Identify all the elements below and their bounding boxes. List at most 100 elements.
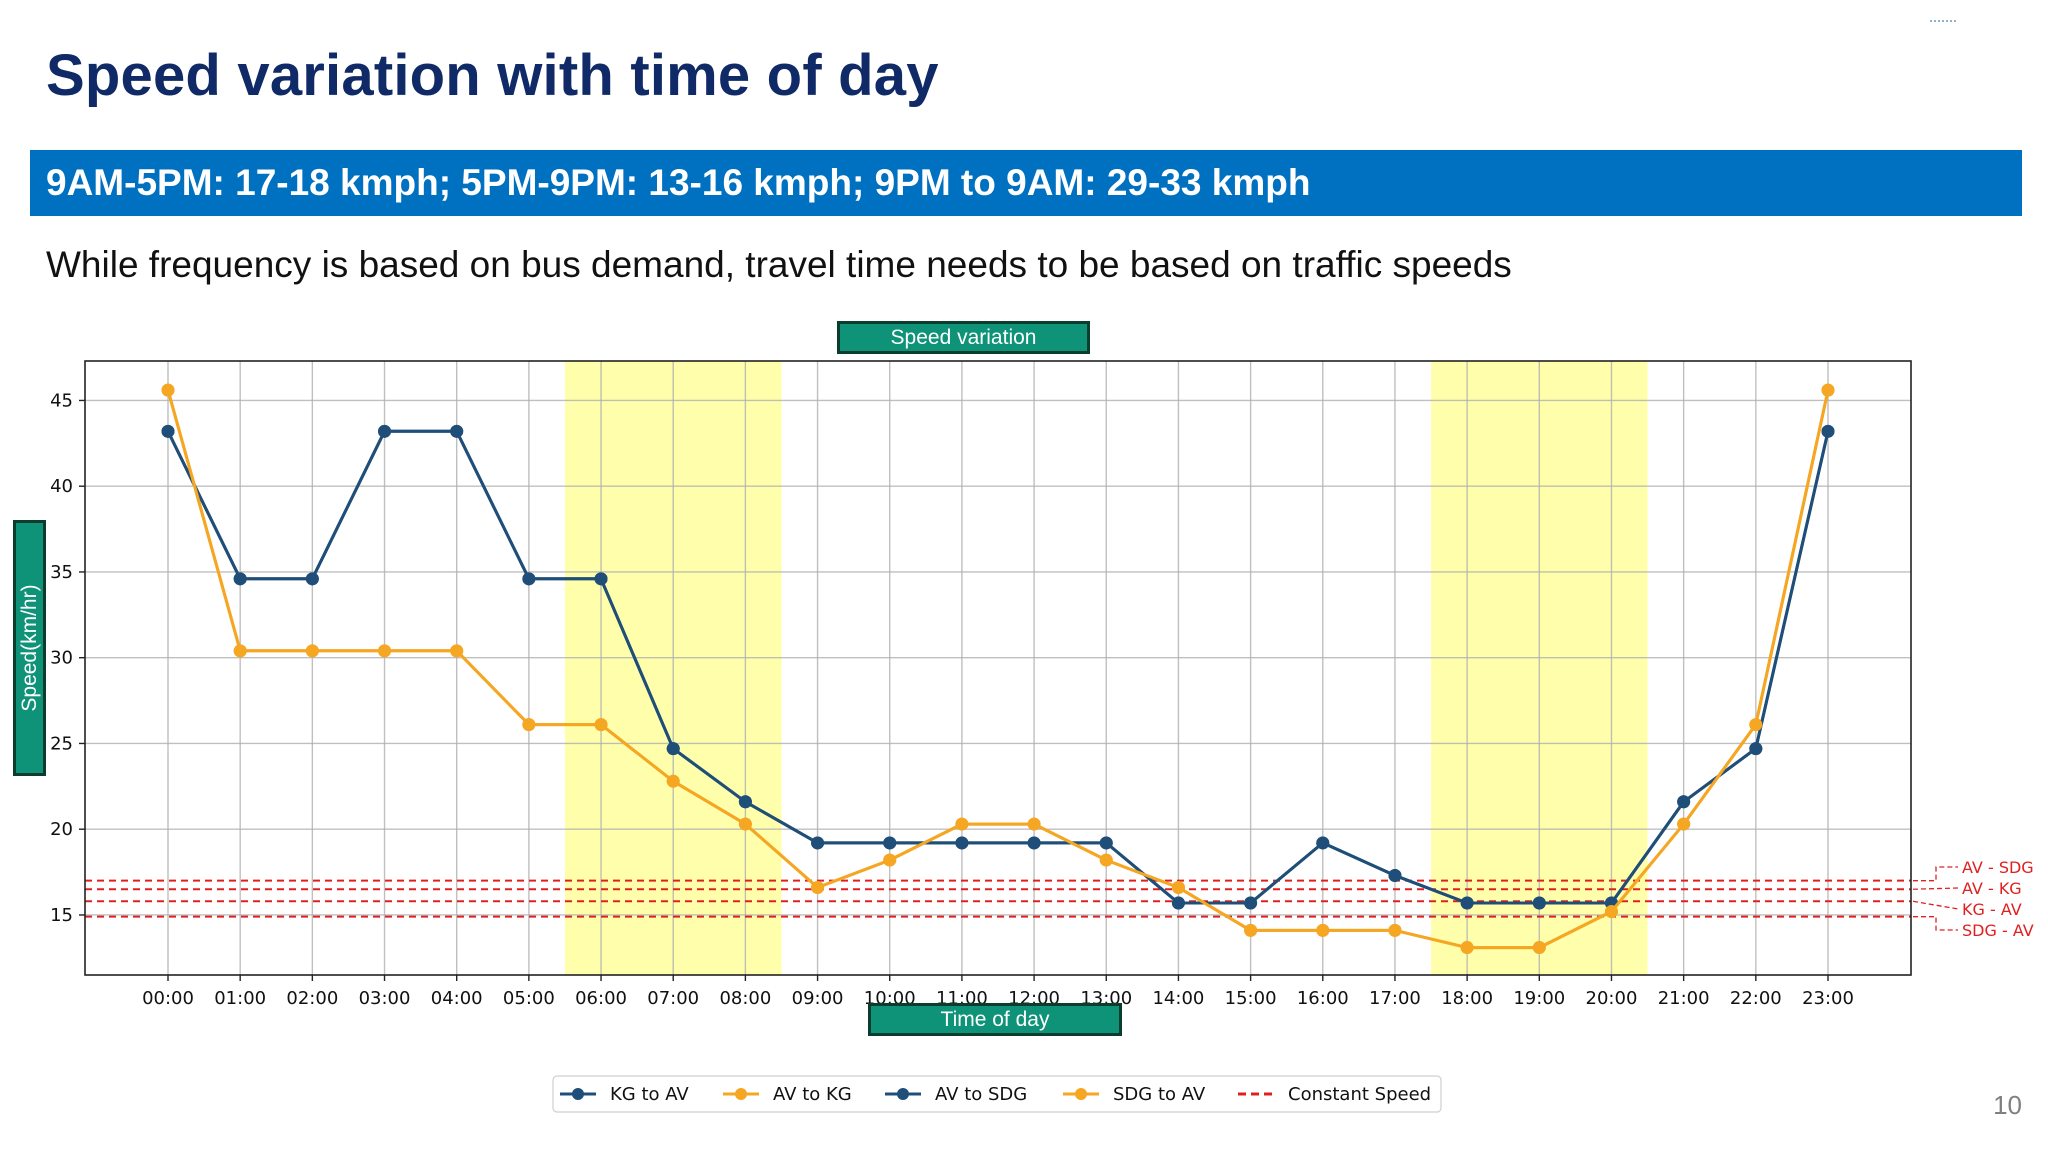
x-tick-label: 18:00 xyxy=(1441,988,1493,1009)
corner-logo-mark xyxy=(1930,20,1956,25)
legend-item: AV to KG xyxy=(723,1084,852,1105)
x-tick-label: 04:00 xyxy=(431,988,483,1009)
data-point xyxy=(161,383,175,397)
data-point xyxy=(1099,853,1113,867)
data-point xyxy=(1532,941,1546,955)
x-tick-label: 17:00 xyxy=(1369,988,1421,1009)
constant-speed-connector xyxy=(1912,900,1959,910)
chart-grid xyxy=(85,361,1911,975)
slide-title: Speed variation with time of day xyxy=(46,43,939,108)
data-point xyxy=(1749,742,1763,756)
data-point xyxy=(666,774,680,788)
legend-label: AV to SDG xyxy=(935,1084,1027,1105)
x-tick-label: 05:00 xyxy=(503,988,555,1009)
data-point xyxy=(1171,881,1185,895)
legend-item: SDG to AV xyxy=(1063,1084,1206,1105)
legend-item: KG to AV xyxy=(560,1084,689,1105)
plot-frame xyxy=(84,360,1912,976)
data-point xyxy=(1821,383,1835,397)
series-line-3 xyxy=(166,429,1830,905)
data-point xyxy=(1460,896,1474,910)
data-point xyxy=(955,817,969,831)
y-tick-label: 20 xyxy=(50,819,73,840)
x-tick-label: 15:00 xyxy=(1225,988,1277,1009)
x-tick-label: 09:00 xyxy=(792,988,844,1009)
y-tick-label: 30 xyxy=(50,648,73,669)
x-tick-label: 00:00 xyxy=(142,988,194,1009)
data-point xyxy=(1749,718,1763,732)
data-point xyxy=(450,424,464,438)
legend-item: Constant Speed xyxy=(1238,1084,1431,1105)
y-tick-label: 15 xyxy=(50,905,73,926)
legend-label: KG to AV xyxy=(610,1084,689,1105)
data-point xyxy=(1316,836,1330,850)
constant-speed-connector xyxy=(1912,887,1959,890)
y-tick-label: 35 xyxy=(50,562,73,583)
y-tick-label: 40 xyxy=(50,476,73,497)
legend-item: AV to SDG xyxy=(885,1084,1027,1105)
data-point xyxy=(594,718,608,732)
constant-speed-label: AV - SDG xyxy=(1962,858,2034,877)
y-tick-label: 25 xyxy=(50,733,73,754)
x-tick-label: 19:00 xyxy=(1513,988,1565,1009)
data-point xyxy=(1099,836,1113,850)
legend-marker xyxy=(1075,1088,1087,1100)
data-point xyxy=(955,836,969,850)
constant-speed-connector xyxy=(1913,866,1958,882)
data-point xyxy=(305,572,319,586)
series-line-4 xyxy=(166,389,1830,950)
slide-subtitle: While frequency is based on bus demand, … xyxy=(46,244,1512,285)
data-point xyxy=(1244,923,1258,937)
legend-marker xyxy=(572,1088,584,1100)
data-point xyxy=(738,817,752,831)
chart-legend: KG to AV AV to KG AV to SDG SDG to AV Consta… xyxy=(552,1075,1442,1113)
data-point xyxy=(883,853,897,867)
legend-box xyxy=(552,1075,1442,1113)
constant-speed-label: KG - AV xyxy=(1962,900,2022,919)
chart-series xyxy=(161,383,1835,955)
legend-marker xyxy=(735,1088,747,1100)
summary-banner: 9AM-5PM: 17-18 kmph; 5PM-9PM: 13-16 kmph… xyxy=(30,150,2022,216)
x-tick-label: 23:00 xyxy=(1802,988,1854,1009)
data-point xyxy=(1677,795,1691,809)
data-point xyxy=(1604,905,1618,919)
x-tick-label: 21:00 xyxy=(1658,988,1710,1009)
legend-label: Constant Speed xyxy=(1288,1084,1431,1105)
constant-speed-lines: AV - SDG AV - KG KG - AV SDG - AV xyxy=(85,858,2034,940)
legend-marker xyxy=(897,1088,909,1100)
data-point xyxy=(1821,424,1835,438)
x-tick-label: 02:00 xyxy=(286,988,338,1009)
data-point xyxy=(1027,817,1041,831)
data-point xyxy=(1027,836,1041,850)
x-tick-label: 06:00 xyxy=(575,988,627,1009)
data-point xyxy=(1388,869,1402,883)
data-point xyxy=(522,718,536,732)
x-tick-label: 14:00 xyxy=(1152,988,1204,1009)
data-point xyxy=(738,795,752,809)
data-point xyxy=(305,644,319,658)
x-tick-label: 08:00 xyxy=(719,988,771,1009)
y-tick-label: 45 xyxy=(50,390,73,411)
data-point xyxy=(233,644,247,658)
x-tick-label: 20:00 xyxy=(1586,988,1638,1009)
chart-title: Speed variation xyxy=(837,321,1090,354)
y-axis-label-box: Speed(km/hr) xyxy=(13,520,46,776)
data-point xyxy=(811,836,825,850)
legend-label: AV to KG xyxy=(773,1084,852,1105)
constant-speed-connector xyxy=(1913,916,1958,931)
x-tick-label: 03:00 xyxy=(359,988,411,1009)
data-point xyxy=(378,644,392,658)
x-tick-label: 16:00 xyxy=(1297,988,1349,1009)
data-point xyxy=(522,572,536,586)
legend-label: SDG to AV xyxy=(1113,1084,1206,1105)
data-point xyxy=(1171,896,1185,910)
data-point xyxy=(450,644,464,658)
data-point xyxy=(883,836,897,850)
page-number: 10 xyxy=(1993,1090,2022,1120)
data-point xyxy=(1316,923,1330,937)
chart-axes: 00:00 01:00 02:00 03:00 04:00 05:00 06:00 07:00… xyxy=(50,360,1912,1009)
x-tick-label: 07:00 xyxy=(647,988,699,1009)
y-axis-label: Speed(km/hr) xyxy=(17,584,41,712)
data-point xyxy=(233,572,247,586)
